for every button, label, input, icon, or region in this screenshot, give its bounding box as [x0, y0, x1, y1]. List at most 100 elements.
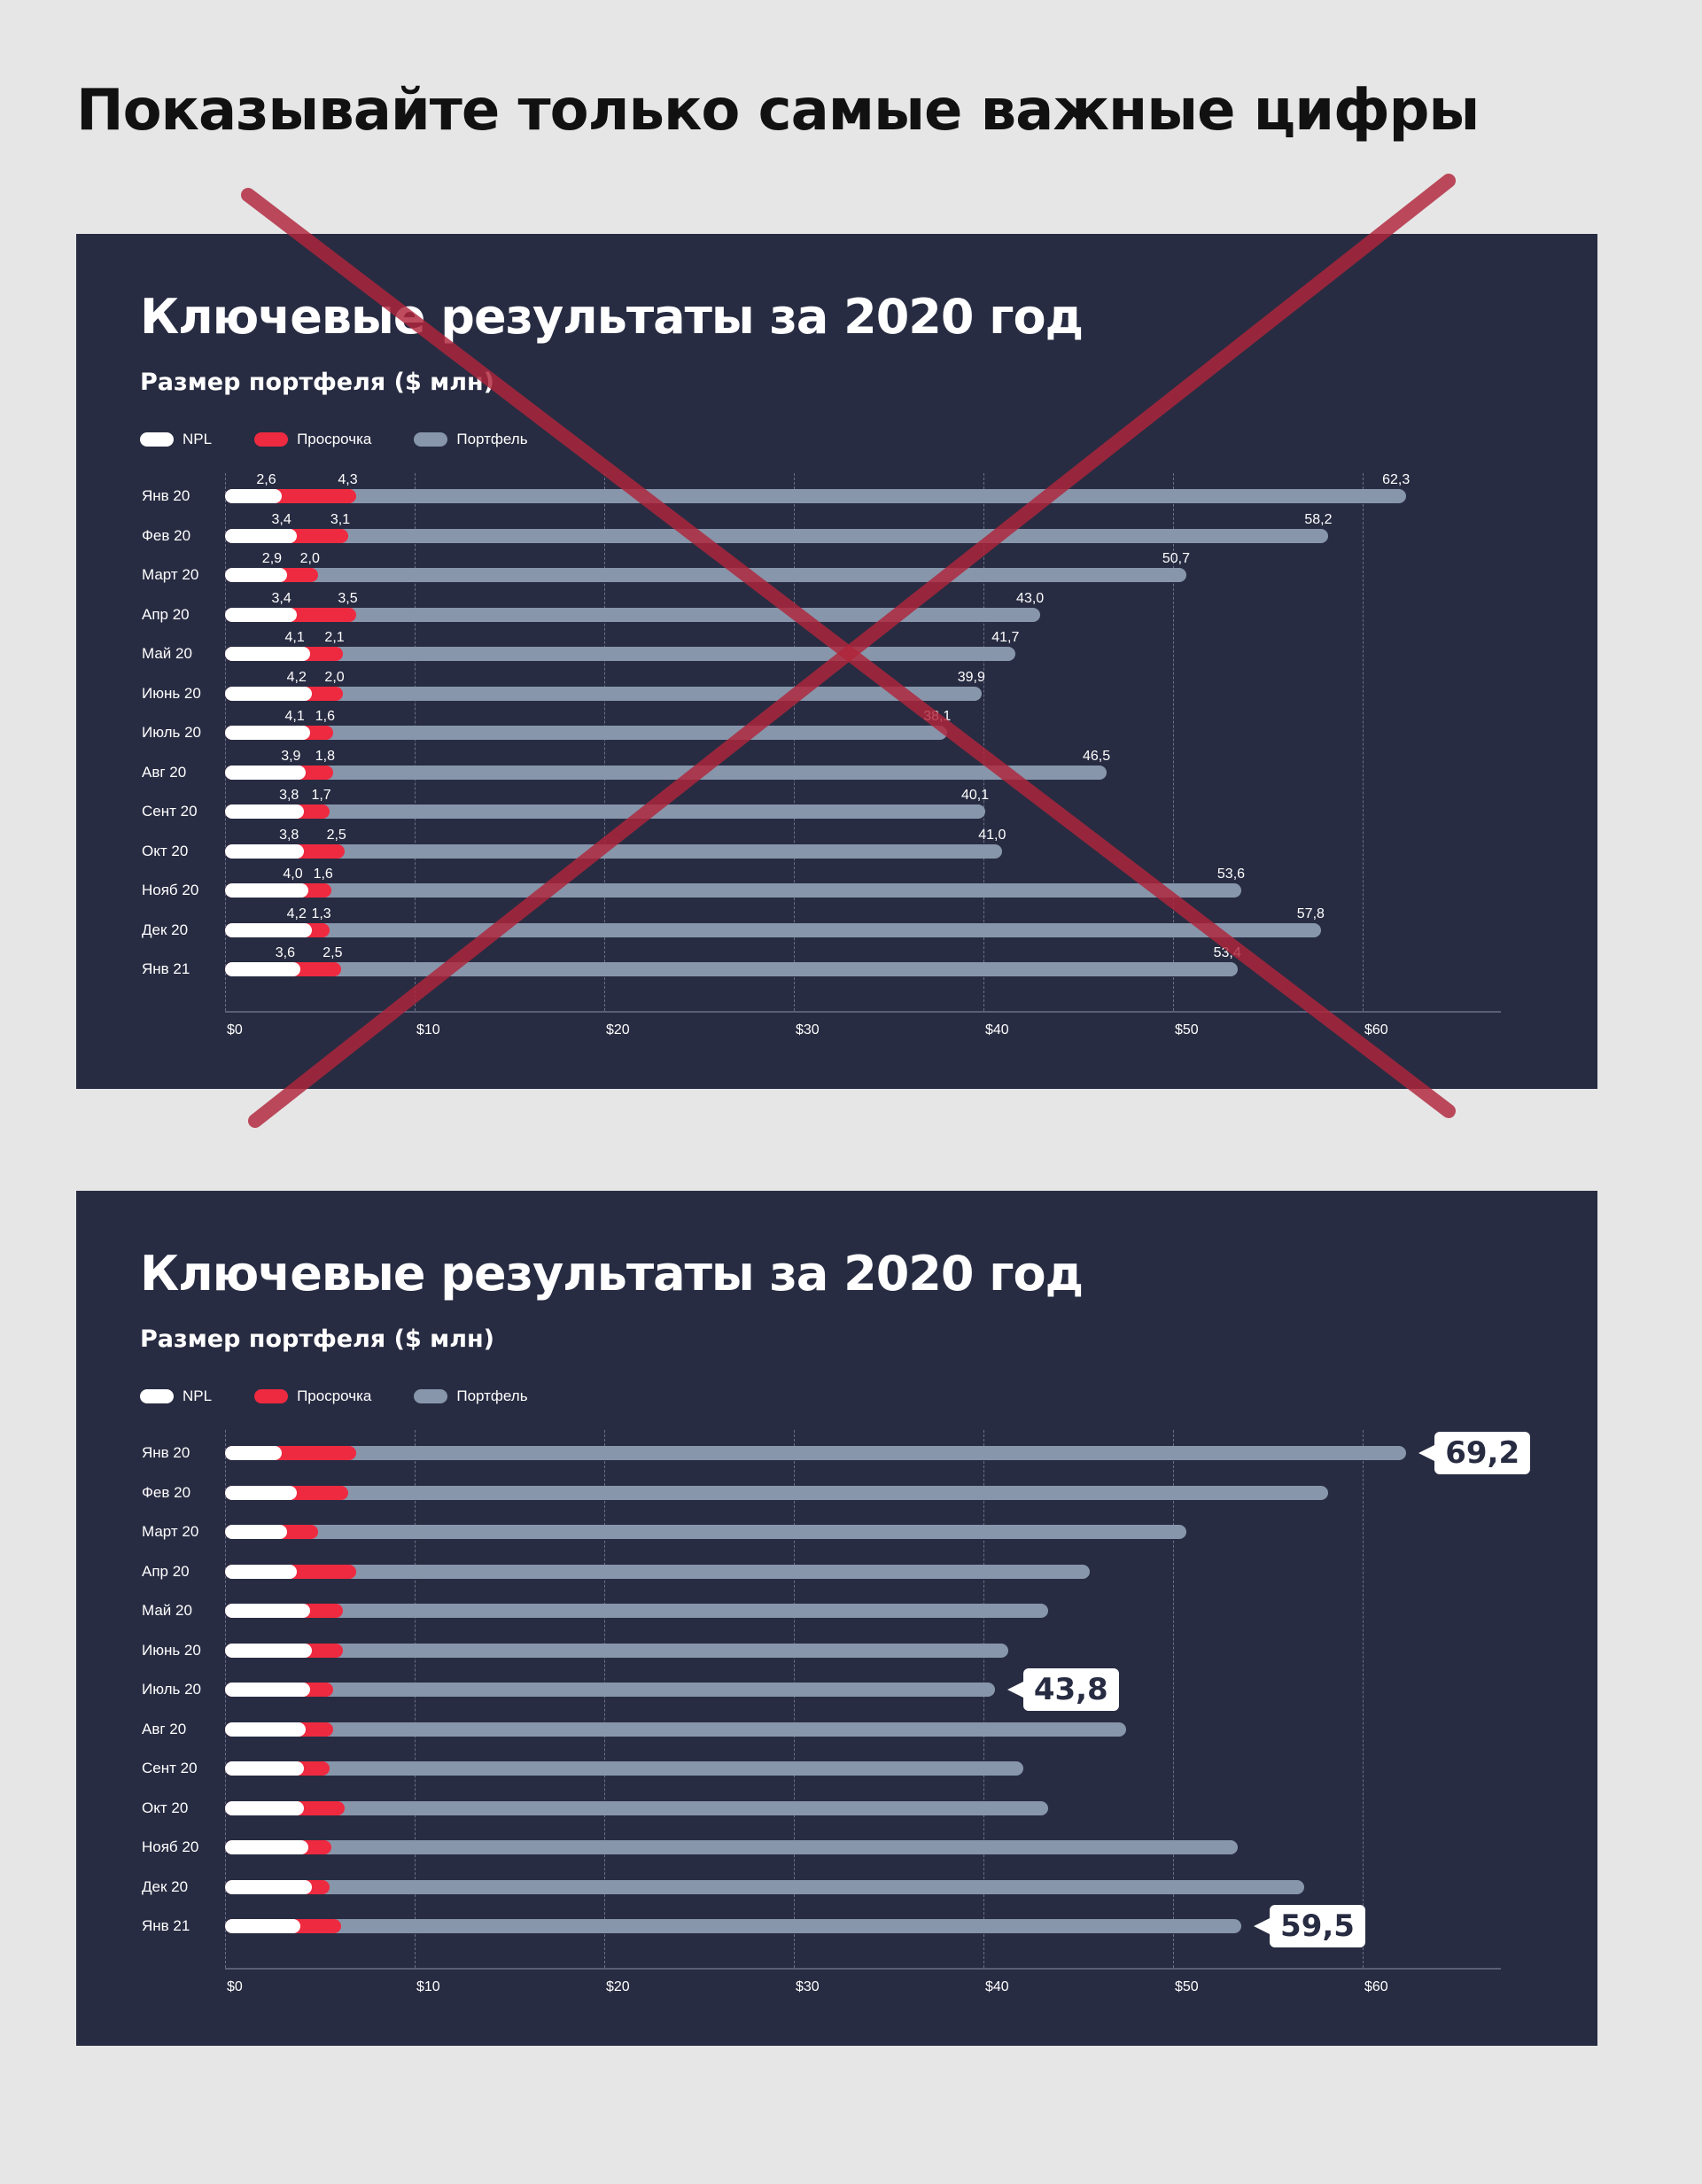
chart-subtitle: Размер портфеля ($ млн)	[140, 1325, 494, 1353]
bar-npl[interactable]	[225, 1485, 297, 1500]
portfolio-value-label: 53,6	[1216, 867, 1246, 882]
overdue-value-label: 2,1	[324, 630, 345, 645]
gridline	[1173, 1430, 1174, 1968]
category-label: Фев 20	[142, 526, 191, 544]
bar-portfolio[interactable]	[225, 765, 1107, 780]
legend-item[interactable]: Портфель	[414, 431, 528, 448]
legend-item[interactable]: Просрочка	[254, 431, 371, 448]
legend: NPL Просрочка Портфель	[140, 431, 528, 448]
bar-portfolio[interactable]	[225, 804, 986, 819]
legend-swatch	[140, 432, 174, 447]
overdue-value-label: 1,7	[311, 788, 331, 803]
bar-npl[interactable]	[225, 1761, 305, 1776]
bar-npl[interactable]	[225, 1800, 305, 1815]
category-label: Сент 20	[142, 1760, 198, 1776]
category-label: Март 20	[142, 566, 199, 583]
page-title: Показывайте только самые важные цифры	[76, 78, 1480, 144]
bar-portfolio[interactable]	[225, 1485, 1329, 1500]
overdue-value-label: 2,0	[324, 669, 345, 685]
bar-portfolio[interactable]	[225, 647, 1016, 661]
legend-item[interactable]: Портфель	[414, 1387, 528, 1405]
bar-npl[interactable]	[225, 686, 312, 701]
category-label: Окт 20	[142, 842, 189, 859]
bar-npl[interactable]	[225, 1564, 297, 1579]
legend-label: Просрочка	[297, 431, 372, 447]
bar-npl[interactable]	[225, 843, 305, 859]
bar-npl[interactable]	[225, 804, 305, 819]
chart-panel-bad-example: Ключевые результаты за 2020 год Размер по…	[76, 234, 1597, 1089]
portfolio-value-label: 40,1	[960, 788, 990, 803]
legend-item[interactable]: NPL	[140, 431, 212, 448]
bar-portfolio[interactable]	[225, 1761, 1023, 1776]
bar-portfolio[interactable]	[225, 1800, 1048, 1815]
bar-portfolio[interactable]	[225, 1564, 1090, 1579]
x-tick-label: $40	[985, 1979, 1009, 1994]
bar-portfolio[interactable]	[225, 1919, 1242, 1933]
legend-swatch	[140, 1389, 174, 1403]
bar-portfolio[interactable]	[225, 1446, 1407, 1460]
bar-portfolio[interactable]	[225, 1604, 1048, 1618]
legend-swatch	[254, 432, 289, 447]
bar-portfolio[interactable]	[225, 489, 1407, 503]
bar-portfolio[interactable]	[225, 1683, 995, 1697]
chart-title: Ключевые результаты за 2020 год	[140, 1246, 1084, 1302]
overdue-value-label: 2,0	[299, 551, 320, 566]
bar-npl[interactable]	[225, 765, 307, 780]
bar-portfolio[interactable]	[225, 568, 1186, 582]
category-label: Июль 20	[142, 724, 202, 741]
x-tick-label: $10	[416, 1022, 440, 1038]
x-tick-label: $20	[606, 1022, 630, 1038]
bar-npl[interactable]	[225, 726, 310, 740]
bar-portfolio[interactable]	[225, 922, 1321, 937]
legend-swatch	[414, 432, 448, 447]
bar-npl[interactable]	[225, 1604, 310, 1618]
x-tick-label: $60	[1364, 1979, 1388, 1994]
legend-swatch	[414, 1389, 448, 1403]
gridline	[1363, 1430, 1364, 1968]
x-tick-label: $40	[985, 1022, 1009, 1038]
npl-value-label: 4,2	[286, 905, 307, 921]
bar-portfolio[interactable]	[225, 1840, 1238, 1854]
category-label: Дек 20	[142, 1877, 189, 1895]
overdue-value-label: 1,6	[313, 867, 333, 882]
bar-npl[interactable]	[225, 883, 308, 898]
bar-npl[interactable]	[225, 607, 297, 622]
chart-title: Ключевые результаты за 2020 год	[140, 289, 1084, 345]
x-tick-label: $10	[416, 1979, 440, 1994]
bar-npl[interactable]	[225, 922, 312, 937]
gridline	[225, 1430, 226, 1968]
legend-label: Портфель	[456, 1387, 528, 1404]
x-tick-label: $0	[227, 1979, 243, 1994]
bar-npl[interactable]	[225, 1879, 312, 1894]
category-label: Июнь 20	[142, 684, 201, 702]
bar-portfolio[interactable]	[225, 1722, 1126, 1737]
overdue-value-label: 1,6	[315, 709, 335, 724]
bar-npl[interactable]	[225, 528, 297, 543]
bar-npl[interactable]	[225, 1919, 301, 1933]
bar-portfolio[interactable]	[225, 528, 1329, 543]
bar-npl[interactable]	[225, 647, 310, 661]
category-label: Июль 20	[142, 1681, 202, 1698]
legend-item[interactable]: NPL	[140, 1387, 212, 1405]
x-tick-label: $30	[796, 1979, 820, 1994]
bar-portfolio[interactable]	[225, 1525, 1186, 1539]
bar-npl[interactable]	[225, 1643, 312, 1658]
bar-npl[interactable]	[225, 1722, 307, 1737]
legend-item[interactable]: Просрочка	[254, 1387, 371, 1405]
portfolio-value-label: 41,0	[978, 827, 1006, 843]
bar-portfolio[interactable]	[225, 1643, 1008, 1658]
category-label: Май 20	[142, 1602, 192, 1619]
bar-npl[interactable]	[225, 568, 288, 582]
bar-portfolio[interactable]	[225, 883, 1242, 898]
bar-npl[interactable]	[225, 1683, 310, 1697]
bar-npl[interactable]	[225, 489, 282, 503]
bar-npl[interactable]	[225, 1525, 288, 1539]
bar-npl[interactable]	[225, 1446, 282, 1460]
bar-portfolio[interactable]	[225, 962, 1238, 976]
bar-npl[interactable]	[225, 962, 301, 976]
npl-value-label: 3,8	[279, 788, 299, 803]
bar-portfolio[interactable]	[225, 726, 948, 740]
portfolio-value-label: 43,0	[1016, 590, 1045, 606]
bar-portfolio[interactable]	[225, 1879, 1304, 1894]
bar-npl[interactable]	[225, 1840, 308, 1854]
